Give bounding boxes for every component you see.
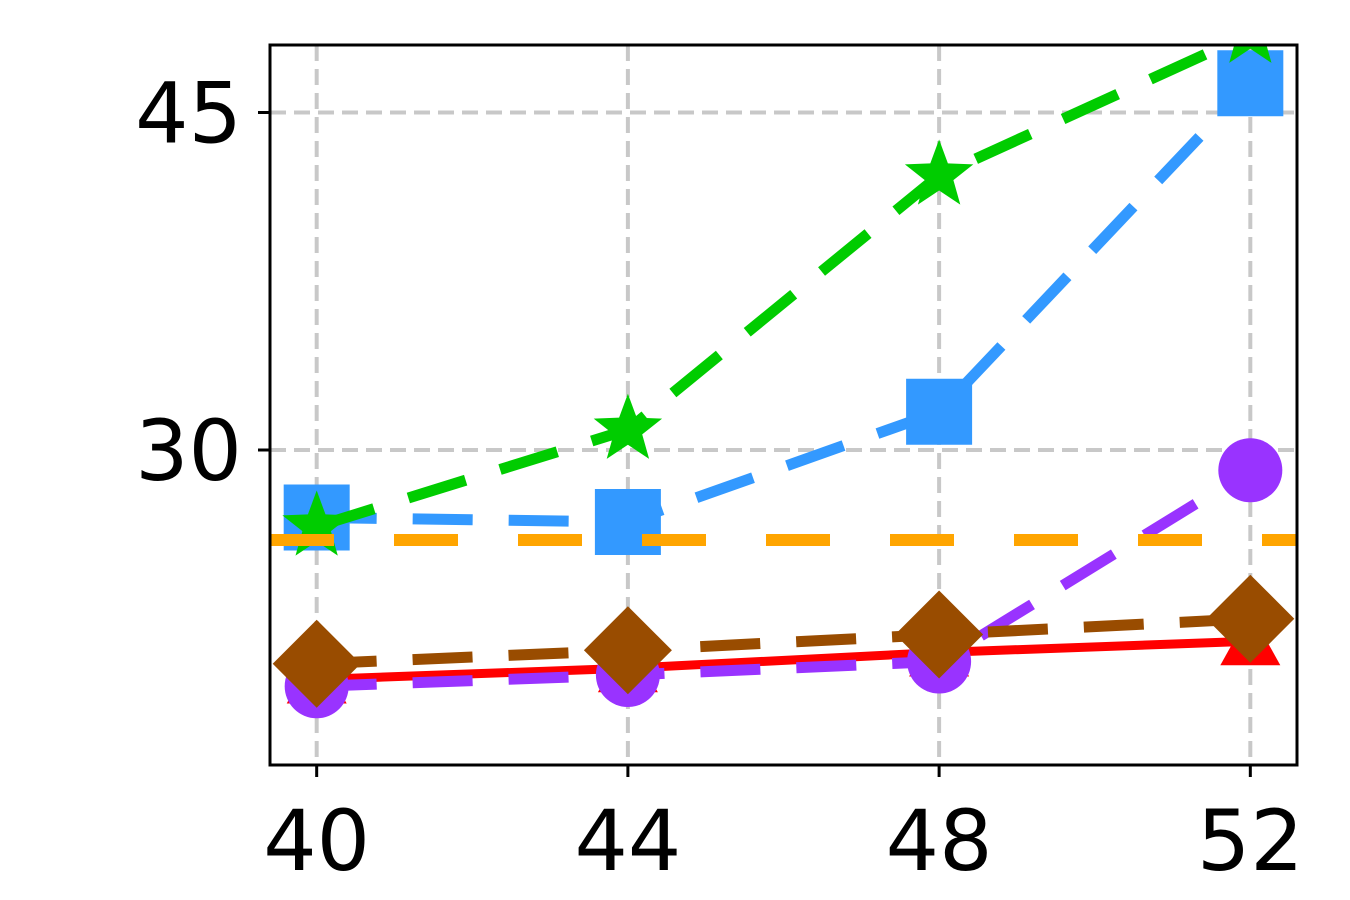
diamond-marker xyxy=(1206,574,1295,663)
series-line xyxy=(316,79,1255,528)
x-tick-label: 44 xyxy=(574,792,681,890)
y-tick-label: 30 xyxy=(135,402,242,500)
series-line xyxy=(315,45,1239,532)
square-marker xyxy=(1217,50,1284,117)
star-marker xyxy=(1229,45,1272,63)
series-line xyxy=(316,465,1254,692)
square-marker xyxy=(906,378,973,445)
series-2 xyxy=(272,574,1295,708)
diamond-marker xyxy=(895,590,984,679)
x-tick-label: 40 xyxy=(263,792,370,890)
star-marker xyxy=(282,490,351,556)
circle-marker xyxy=(1218,438,1283,503)
star-marker xyxy=(593,393,663,459)
star-marker xyxy=(904,139,974,205)
y-tick-label: 45 xyxy=(135,65,242,163)
plot-frame xyxy=(268,43,1299,767)
diamond-marker xyxy=(583,606,672,695)
axis-ticks: 40 44 48 52 30 45 xyxy=(135,65,1304,891)
x-tick-label: 48 xyxy=(886,792,993,890)
series-line xyxy=(316,613,1251,670)
series-line xyxy=(316,636,1251,684)
x-tick-label: 52 xyxy=(1197,792,1304,890)
diamond-marker xyxy=(272,619,361,708)
series-4 xyxy=(282,45,1272,556)
series-layer xyxy=(270,45,1297,719)
